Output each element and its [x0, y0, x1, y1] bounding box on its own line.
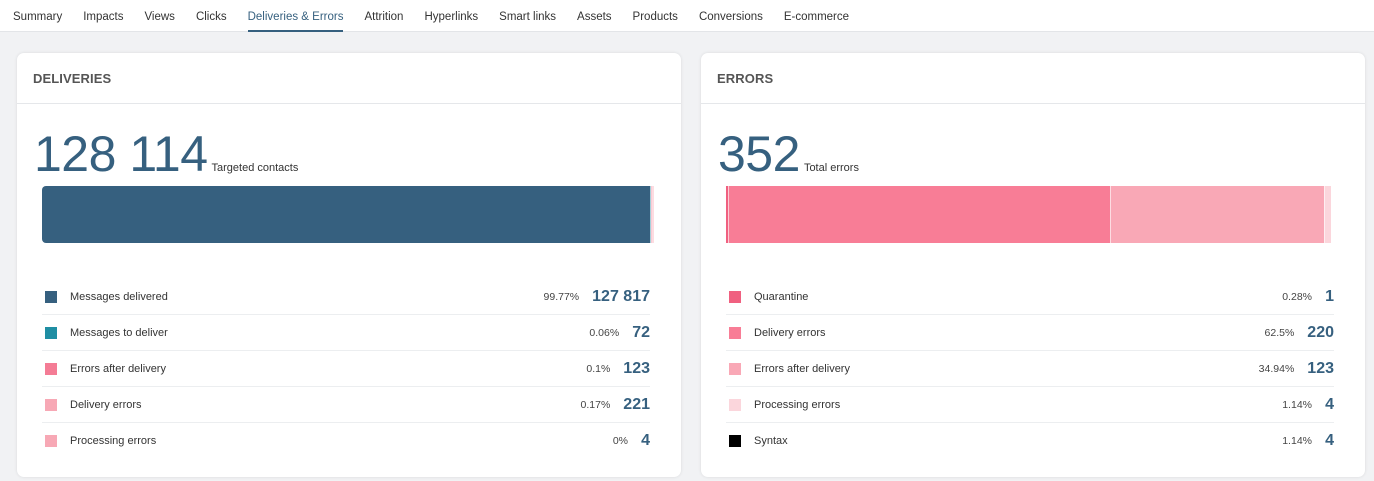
- deliveries-legend-row: Messages to deliver 0.06% 72: [42, 315, 650, 351]
- tab-assets[interactable]: Assets: [577, 11, 612, 23]
- legend-label: Delivery errors: [70, 398, 142, 411]
- errors-legend-row: Errors after delivery 34.94% 123: [726, 351, 1334, 387]
- legend-value: 72: [632, 323, 650, 341]
- legend-label: Errors after delivery: [70, 362, 166, 375]
- deliveries-total-row: 128 114 Targeted contacts: [34, 129, 298, 179]
- deliveries-legend-row: Delivery errors 0.17% 221: [42, 387, 650, 423]
- tab-smart-links[interactable]: Smart links: [499, 11, 557, 23]
- legend-value: 123: [1307, 359, 1334, 377]
- legend-value: 1: [1325, 287, 1334, 305]
- legend-label: Delivery errors: [754, 326, 826, 339]
- legend-value: 4: [1325, 395, 1334, 413]
- deliveries-stacked-bar: [42, 186, 654, 243]
- deliveries-total: 128 114: [34, 126, 208, 182]
- legend-label: Syntax: [754, 435, 788, 447]
- color-swatch: [729, 326, 741, 339]
- legend-percent: 0.28%: [1282, 290, 1312, 303]
- errors-legend-row: Quarantine 0.28% 1: [726, 279, 1334, 315]
- errors-total: 352: [718, 126, 800, 182]
- errors-stacked-bar: [726, 186, 1338, 243]
- deliveries-title: DELIVERIES: [33, 70, 112, 86]
- legend-percent: 99.77%: [543, 290, 580, 303]
- deliveries-bar-segment[interactable]: [653, 186, 654, 243]
- legend-percent: 0.1%: [586, 362, 611, 375]
- legend-percent: 0.06%: [589, 326, 620, 339]
- legend-value: 221: [623, 395, 650, 413]
- legend-label: Messages delivered: [70, 290, 168, 303]
- deliveries-legend-row: Messages delivered 99.77% 127 817: [42, 279, 650, 315]
- errors-legend-row: Syntax 1.14% 4: [726, 423, 1334, 459]
- tab-bar: Summary Impacts Views Clicks Deliveries & Er…: [0, 0, 1374, 32]
- errors-card: ERRORS 352 Total errors Quarantine 0.28% 1…: [701, 53, 1365, 477]
- tab-deliveries-errors[interactable]: Deliveries & Errors: [247, 0, 344, 32]
- deliveries-bar-segment[interactable]: [649, 186, 651, 243]
- errors-bar-segment[interactable]: [726, 186, 728, 243]
- deliveries-bar-segment[interactable]: [42, 186, 650, 243]
- legend-percent: 62.5%: [1264, 326, 1295, 339]
- errors-bar-segment[interactable]: [1110, 186, 1325, 243]
- color-swatch: [45, 435, 57, 447]
- errors-bar-segment[interactable]: [727, 186, 1111, 243]
- legend-value: 127 817: [592, 287, 650, 305]
- legend-value: 123: [623, 359, 650, 377]
- color-swatch: [45, 326, 57, 339]
- errors-title: ERRORS: [717, 70, 774, 86]
- deliveries-legend-row: Errors after delivery 0.1% 123: [42, 351, 650, 387]
- tab-products[interactable]: Products: [632, 11, 678, 23]
- tab-e-commerce[interactable]: E-commerce: [783, 11, 850, 23]
- deliveries-bar-segment[interactable]: [650, 186, 652, 243]
- legend-label: Processing errors: [70, 435, 157, 447]
- tab-attrition[interactable]: Attrition: [364, 11, 404, 23]
- legend-value: 4: [1325, 432, 1334, 449]
- tab-conversions[interactable]: Conversions: [698, 11, 763, 23]
- errors-total-label: Total errors: [803, 162, 859, 174]
- color-swatch: [729, 435, 741, 447]
- color-swatch: [729, 290, 741, 303]
- deliveries-card: DELIVERIES 128 114 Targeted contacts Mes…: [17, 53, 681, 477]
- color-swatch: [45, 362, 57, 375]
- legend-percent: 34.94%: [1258, 362, 1295, 375]
- legend-percent: 1.14%: [1282, 398, 1312, 411]
- deliveries-header: DELIVERIES: [17, 53, 681, 104]
- errors-legend-row: Delivery errors 62.5% 220: [726, 315, 1334, 351]
- errors-legend: Quarantine 0.28% 1 Delivery errors 62.5% 220 E…: [726, 279, 1334, 459]
- tab-clicks[interactable]: Clicks: [195, 11, 227, 23]
- legend-label: Messages to deliver: [70, 326, 168, 339]
- legend-percent: 1.14%: [1282, 435, 1312, 447]
- tab-summary[interactable]: Summary: [13, 11, 63, 23]
- errors-legend-row: Processing errors 1.14% 4: [726, 387, 1334, 423]
- color-swatch: [45, 398, 57, 411]
- deliveries-bar-segment[interactable]: [651, 186, 653, 243]
- color-swatch: [729, 362, 741, 375]
- color-swatch: [45, 290, 57, 303]
- errors-bar-segment[interactable]: [1324, 186, 1331, 243]
- legend-percent: 0%: [612, 435, 628, 447]
- errors-bar-segment[interactable]: [1331, 186, 1338, 243]
- tab-views[interactable]: Views: [144, 11, 175, 23]
- legend-value: 220: [1307, 323, 1334, 341]
- legend-label: Quarantine: [754, 290, 809, 303]
- color-swatch: [729, 398, 741, 411]
- deliveries-legend: Messages delivered 99.77% 127 817 Messages …: [42, 279, 650, 459]
- tab-impacts[interactable]: Impacts: [83, 11, 124, 23]
- errors-total-row: 352 Total errors: [718, 129, 859, 179]
- legend-value: 4: [641, 432, 650, 449]
- legend-label: Errors after delivery: [754, 362, 850, 375]
- deliveries-legend-row: Processing errors 0% 4: [42, 423, 650, 459]
- legend-label: Processing errors: [754, 398, 841, 411]
- errors-header: ERRORS: [701, 53, 1365, 104]
- deliveries-total-label: Targeted contacts: [211, 162, 299, 174]
- tab-hyperlinks[interactable]: Hyperlinks: [424, 11, 479, 23]
- legend-percent: 0.17%: [580, 398, 611, 411]
